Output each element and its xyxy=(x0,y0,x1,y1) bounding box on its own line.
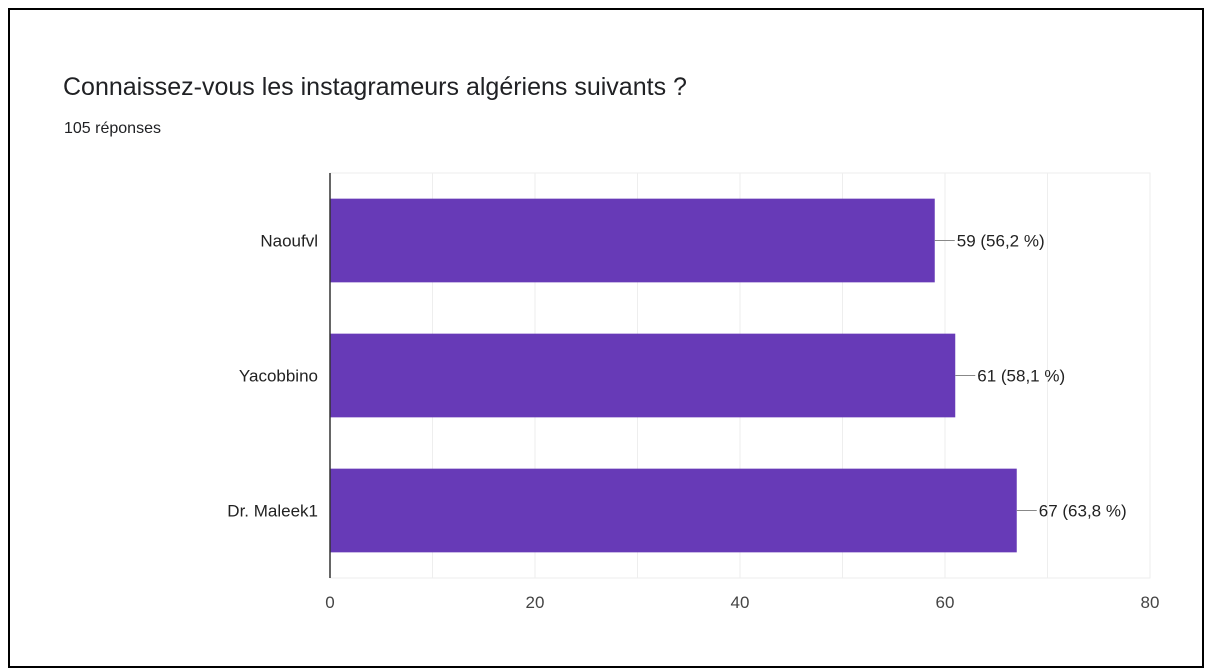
data-label: 59 (56,2 %) xyxy=(957,232,1045,251)
response-count: 105 réponses xyxy=(64,120,161,137)
chart-title: Connaissez-vous les instagrameurs algéri… xyxy=(63,73,687,101)
bar xyxy=(330,333,956,418)
data-label: 61 (58,1 %) xyxy=(977,367,1065,386)
x-tick-label: 80 xyxy=(1141,593,1160,612)
x-tick-label: 20 xyxy=(526,593,545,612)
bar xyxy=(330,198,935,283)
x-tick-label: 60 xyxy=(936,593,955,612)
bar xyxy=(330,468,1017,553)
category-label: Yacobbino xyxy=(239,367,318,386)
category-label: Naoufvl xyxy=(260,232,318,251)
x-tick-label: 0 xyxy=(325,593,334,612)
x-tick-label: 40 xyxy=(731,593,750,612)
data-label: 67 (63,8 %) xyxy=(1039,502,1127,521)
category-label: Dr. Maleek1 xyxy=(227,502,318,521)
